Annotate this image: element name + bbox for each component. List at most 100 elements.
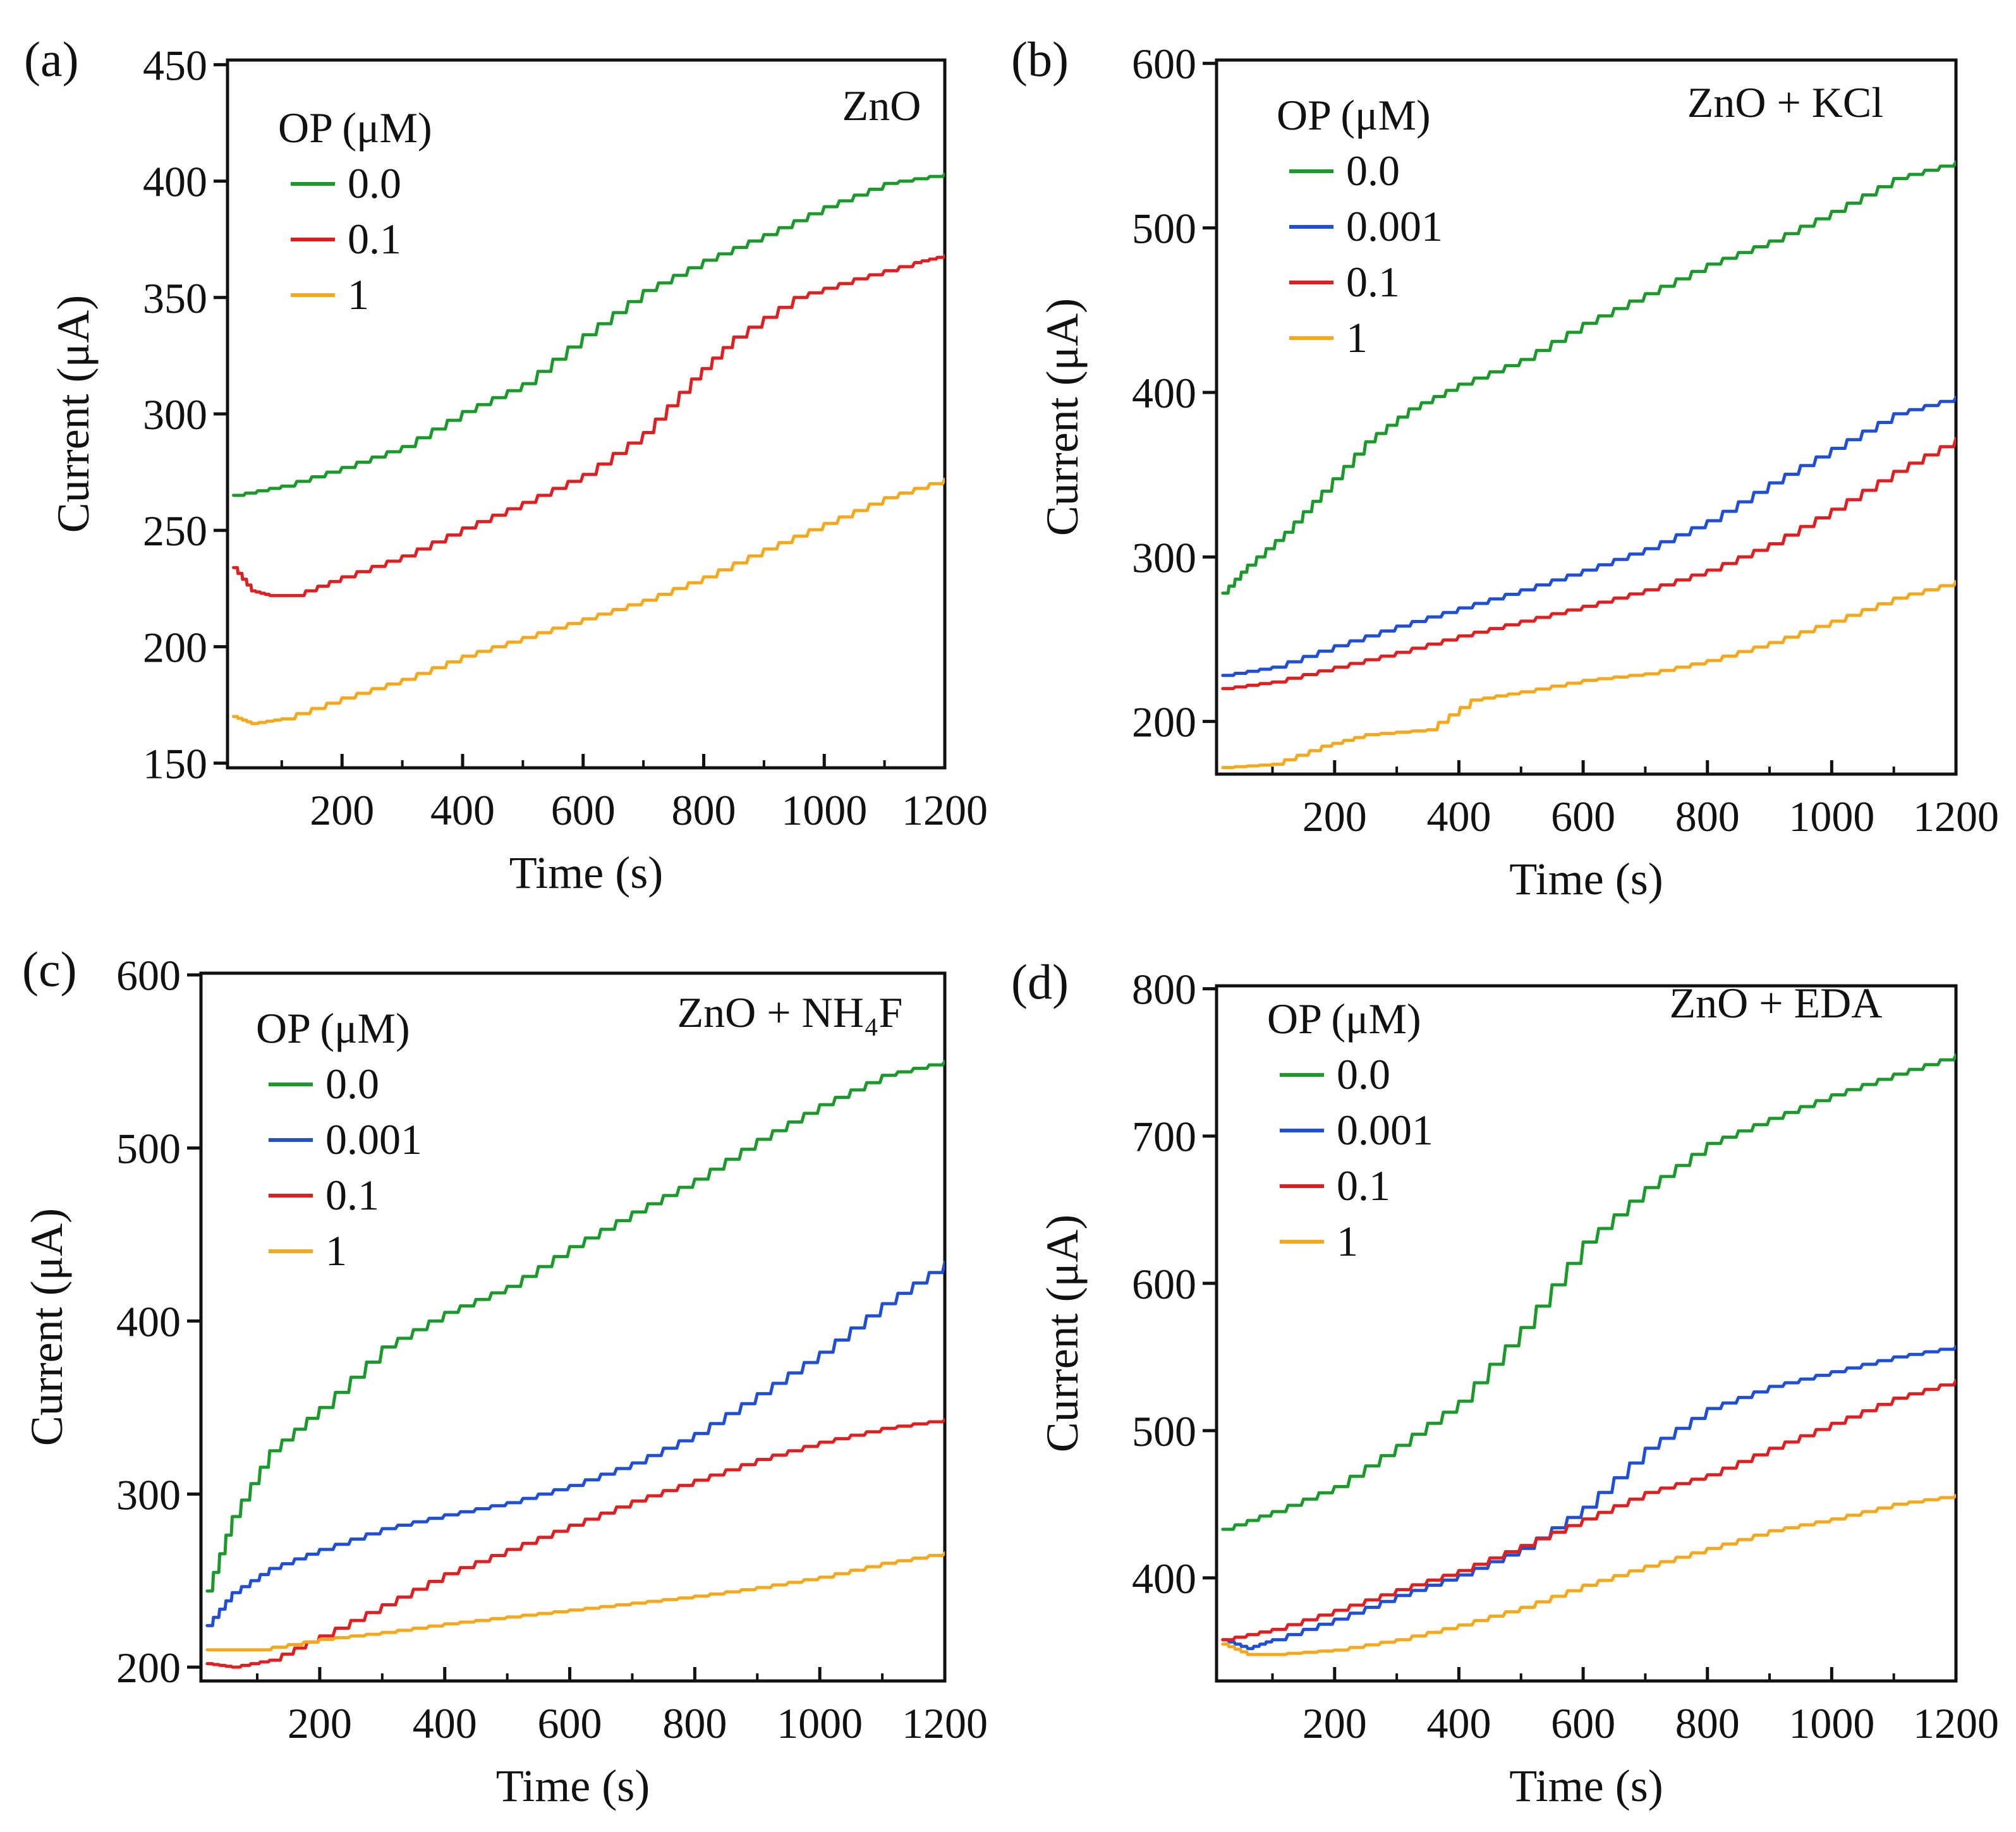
plot-frame (1215, 58, 1958, 776)
legend-title: OP (μM) (256, 1004, 410, 1052)
legend-entry: 0.0 (325, 1060, 379, 1108)
legend-entry: 0.001 (1346, 202, 1443, 250)
series-line-1 (232, 477, 945, 725)
legend-entry: 0.0 (1346, 147, 1400, 195)
series-line-0_1 (205, 1418, 945, 1669)
legend: OP (μM) 0.0 0.001 0.1 1 (256, 1004, 422, 1275)
y-tick-label: 150 (143, 740, 207, 788)
panel-label: (c) (22, 942, 77, 997)
x-tick-label: 600 (551, 786, 616, 834)
legend-title: OP (μM) (1267, 995, 1421, 1043)
legend-entry: 0.001 (325, 1115, 422, 1163)
y-tick-label: 500 (1132, 1407, 1196, 1455)
y-tick-label: 300 (1132, 533, 1196, 581)
y-tick-label: 800 (1132, 966, 1196, 1014)
legend-entry: 0.1 (325, 1171, 379, 1219)
x-tick-label: 400 (413, 1699, 477, 1747)
plot-frame (199, 971, 947, 1683)
series-group (1221, 1053, 1956, 1656)
legend-entry: 0.1 (348, 215, 401, 263)
x-tick-label: 200 (1303, 1699, 1367, 1747)
y-tick-label: 300 (143, 391, 207, 439)
y-tick-label: 600 (1132, 40, 1196, 88)
x-tick-label: 600 (538, 1699, 602, 1747)
panel-c: (c) 200 400 600 800 1000 1200 200 300 400 500 600 Ti… (21, 942, 988, 1811)
legend-entry: 1 (325, 1227, 347, 1275)
y-tick-label: 400 (1132, 1555, 1196, 1603)
x-tick-label: 600 (1551, 1699, 1615, 1747)
x-tick-label: 800 (662, 1699, 727, 1747)
legend-entry: 0.0 (348, 159, 401, 207)
x-tick-label: 200 (288, 1699, 352, 1747)
x-tick-label: 200 (1303, 792, 1367, 840)
legend-entry: 1 (1337, 1217, 1358, 1265)
series-group (232, 173, 945, 725)
y-axis-label: Current (μA) (48, 295, 99, 533)
legend-entry: 0.1 (1337, 1162, 1390, 1210)
x-tick-label: 1200 (902, 1699, 988, 1747)
y-tick-label: 700 (1132, 1113, 1196, 1161)
legend-entry: 1 (348, 270, 369, 318)
panel-label: (a) (24, 32, 79, 87)
series-group (205, 1060, 945, 1669)
panel-title: ZnO (842, 82, 921, 130)
x-axis-label: Time (s) (496, 1761, 650, 1811)
x-tick-label: 800 (671, 786, 736, 834)
panel-title: ZnO + EDA (1670, 979, 1883, 1027)
x-tick-label: 1000 (781, 786, 867, 834)
y-tick-label: 400 (116, 1297, 181, 1345)
x-axis-label: Time (s) (1509, 854, 1663, 904)
x-tick-label: 400 (430, 786, 495, 834)
series-line-0_001 (1221, 396, 1956, 677)
x-tick-label: 800 (1675, 792, 1740, 840)
panel-b: (b) 200 400 600 800 1000 1200 200 300 400 500 600 Ti… (1011, 32, 1999, 904)
legend: OP (μM) 0.0 0.1 1 (278, 104, 432, 318)
plot-frame (226, 58, 947, 770)
y-tick-label: 350 (143, 274, 207, 322)
x-tick-label: 1000 (1788, 792, 1874, 840)
y-tick-label: 400 (1132, 369, 1196, 417)
y-tick-label: 500 (116, 1125, 181, 1173)
x-tick-label: 200 (310, 786, 374, 834)
x-tick-label: 1200 (1913, 1699, 1999, 1747)
x-tick-label: 400 (1426, 1699, 1491, 1747)
x-tick-label: 600 (1551, 792, 1615, 840)
series-line-0_0 (1221, 160, 1956, 595)
series-line-0_1 (1221, 1379, 1956, 1642)
legend: OP (μM) 0.0 0.001 0.1 1 (1267, 995, 1433, 1265)
y-axis-label: Current (μA) (1037, 1215, 1088, 1453)
legend: OP (μM) 0.0 0.001 0.1 1 (1277, 91, 1443, 361)
x-tick-label: 1000 (777, 1699, 863, 1747)
series-line-0_0 (1221, 1053, 1956, 1531)
x-tick-label: 1000 (1788, 1699, 1874, 1747)
y-tick-label: 600 (116, 952, 181, 1000)
series-line-0_0 (232, 173, 945, 497)
x-tick-label: 800 (1675, 1699, 1740, 1747)
legend-entry: 0.0 (1337, 1050, 1390, 1098)
y-axis-label: Current (μA) (21, 1208, 72, 1447)
legend-entry: 1 (1346, 313, 1368, 361)
y-tick-label: 200 (116, 1644, 181, 1692)
series-group (1221, 160, 1956, 770)
series-line-0_1 (1221, 437, 1956, 691)
y-tick-label: 300 (116, 1471, 181, 1519)
series-line-1 (1221, 1493, 1956, 1656)
series-line-1 (1221, 579, 1956, 770)
x-tick-label: 1200 (902, 786, 988, 834)
panel-d: (d)200 400 600 800 1000 1200400500600700800Ti… (1011, 954, 1999, 1811)
x-tick-label: 400 (1426, 792, 1491, 840)
x-tick-label: 1200 (1913, 792, 1999, 840)
legend-entry: 0.001 (1337, 1106, 1433, 1154)
panel-label: (d) (1011, 954, 1069, 1009)
series-line-0_0 (205, 1060, 945, 1593)
y-tick-label: 450 (143, 41, 207, 89)
y-tick-label: 250 (143, 507, 207, 555)
series-line-0_1 (232, 254, 945, 597)
panel-label: (b) (1011, 32, 1069, 87)
panel-title: ZnO + KCl (1687, 78, 1883, 126)
panel-title: ZnO + NH₄F (677, 988, 903, 1036)
series-line-0_001 (205, 1260, 945, 1627)
y-tick-label: 400 (143, 158, 207, 206)
series-line-1 (205, 1551, 945, 1652)
y-tick-label: 200 (1132, 698, 1196, 746)
